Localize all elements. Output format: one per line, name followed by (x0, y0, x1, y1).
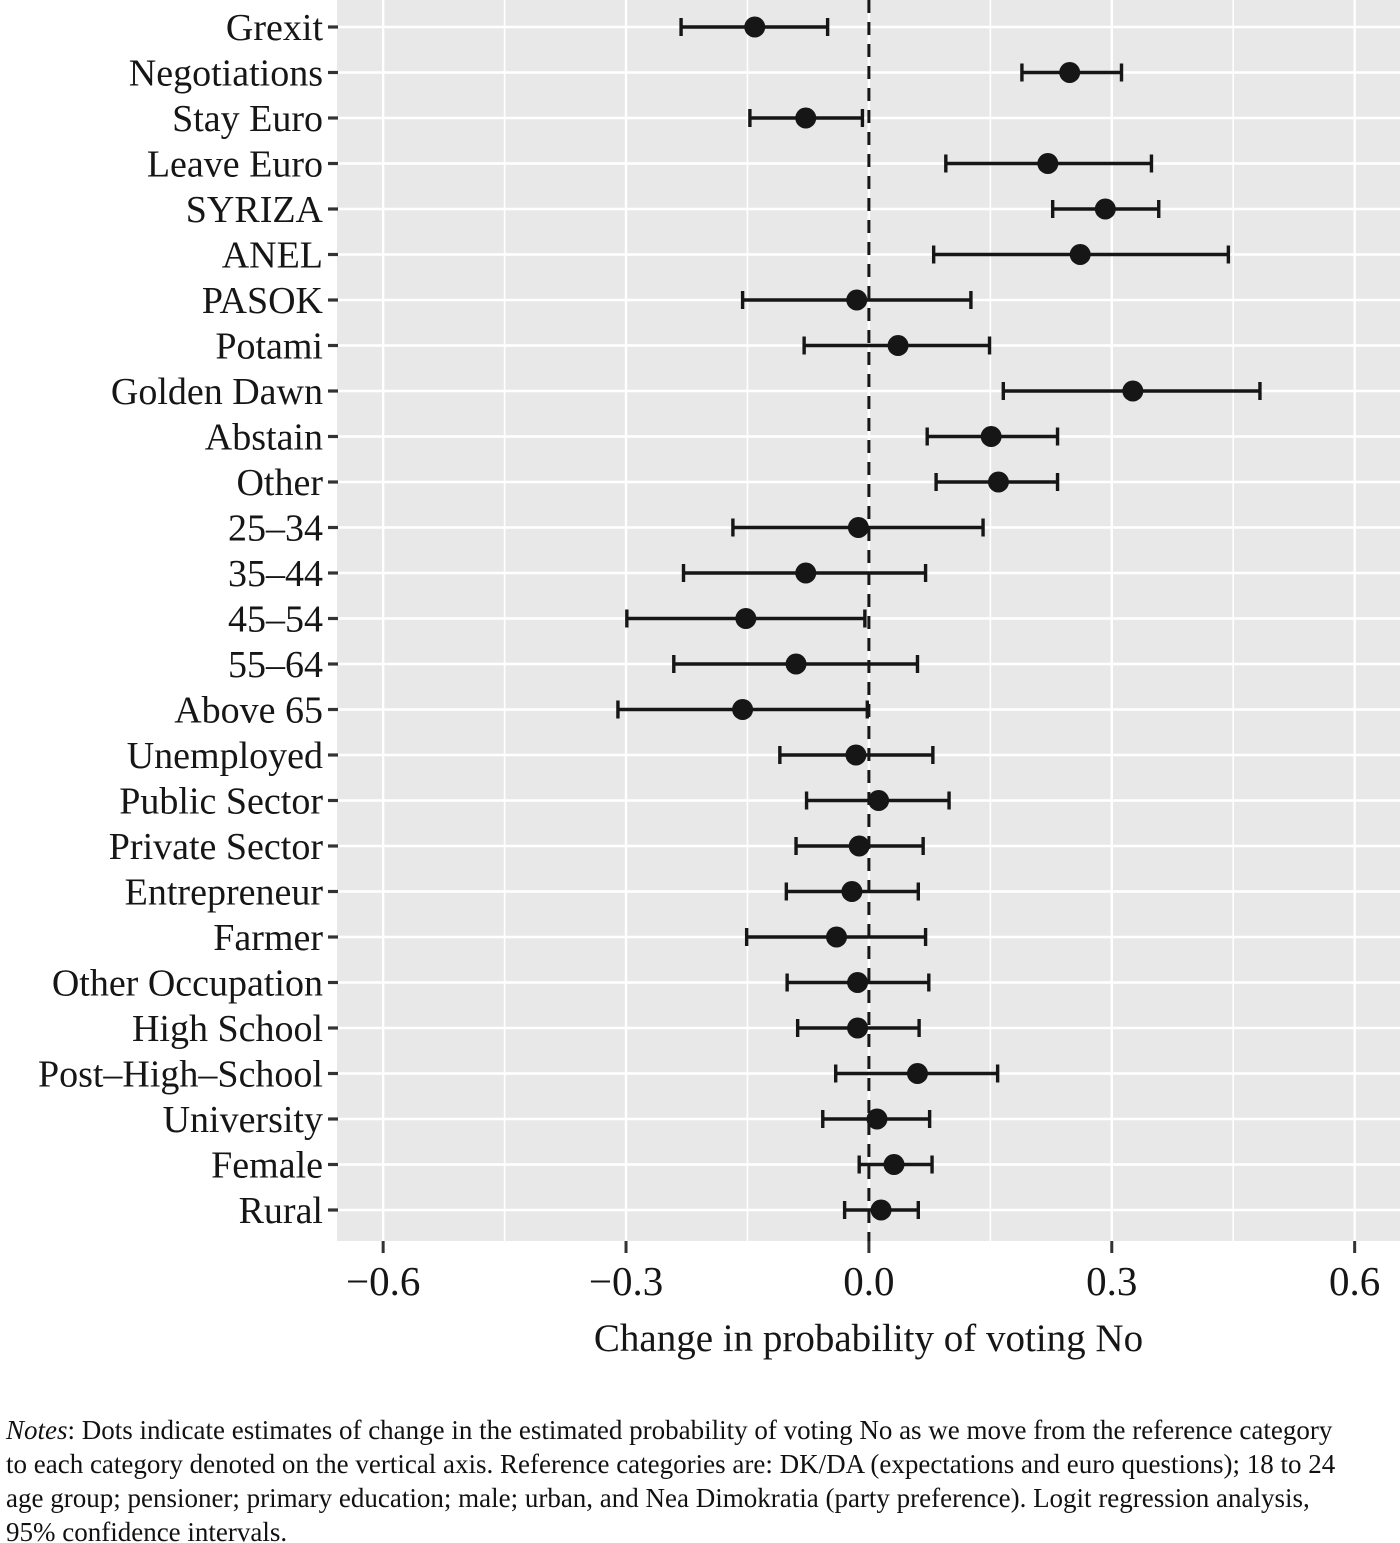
category-label: Abstain (205, 417, 323, 459)
estimate-dot (1069, 244, 1091, 265)
notes-label: Notes (6, 1415, 68, 1445)
category-label: University (163, 1099, 323, 1141)
estimate-dot (744, 16, 766, 38)
estimate-dot (785, 653, 807, 675)
x-axis-tick-label: 0.3 (1086, 1258, 1137, 1304)
estimate-dot (1059, 62, 1081, 83)
estimate-dot (795, 562, 817, 584)
category-label: Stay Euro (172, 98, 323, 140)
category-label: Other Occupation (52, 963, 323, 1005)
figure-notes: Notes: Dots indicate estimates of change… (6, 1413, 1358, 1543)
estimate-dot (1037, 153, 1059, 174)
estimate-dot (980, 426, 1002, 447)
estimate-dot (826, 926, 848, 948)
category-label: Golden Dawn (111, 371, 323, 413)
estimate-dot (1094, 198, 1116, 220)
coefficient-plot: −0.6 −0.3 0.0 0.3 0.6 GrexitNegotiationsStay … (38, 0, 1400, 1304)
estimate-dot (866, 1108, 888, 1130)
category-label: PASOK (202, 280, 324, 322)
category-label: 55–64 (228, 644, 323, 686)
estimate-dot (845, 744, 867, 766)
category-label: Entrepreneur (125, 872, 324, 914)
x-axis-tick-label: 0.6 (1329, 1258, 1380, 1304)
category-label: Above 65 (174, 690, 323, 732)
estimate-dot (847, 517, 869, 538)
category-label: 25–34 (228, 508, 323, 550)
category-label: Other (236, 462, 323, 504)
estimate-dot (870, 1199, 892, 1221)
x-axis-title: Change in probability of voting No (593, 1317, 1144, 1360)
estimate-dot (883, 1154, 905, 1175)
estimate-dot (887, 335, 909, 356)
category-label: Potami (215, 326, 323, 368)
category-label: Private Sector (109, 826, 324, 868)
category-label: Grexit (226, 7, 324, 49)
estimate-dot (732, 699, 754, 720)
estimate-dot (906, 1063, 928, 1084)
category-label: High School (132, 1008, 323, 1050)
x-axis-tick-label: −0.6 (346, 1258, 420, 1304)
estimate-dot (1122, 380, 1144, 402)
category-label: SYRIZA (186, 189, 324, 231)
category-label: Post–High–School (38, 1054, 323, 1096)
category-label: Leave Euro (147, 144, 323, 186)
notes-text: : Dots indicate estimates of change in t… (6, 1415, 1336, 1543)
category-label: 35–44 (228, 553, 323, 595)
category-label: Female (211, 1145, 323, 1187)
category-label: Negotiations (129, 53, 323, 95)
x-axis-tick-label: 0.0 (843, 1258, 894, 1304)
category-label: 45–54 (228, 599, 323, 641)
estimate-dot (847, 1017, 869, 1039)
estimate-dot (846, 289, 868, 311)
estimate-dot (795, 107, 817, 129)
category-label: Farmer (213, 917, 323, 959)
x-axis-tick-label: −0.3 (589, 1258, 663, 1304)
estimate-dot (847, 972, 869, 993)
estimate-dot (848, 835, 870, 857)
estimate-dot (868, 790, 890, 811)
category-label: ANEL (222, 235, 323, 277)
estimate-dot (987, 471, 1009, 493)
category-label: Unemployed (127, 735, 323, 777)
category-label: Rural (239, 1190, 323, 1232)
estimate-dot (841, 881, 863, 902)
estimate-dot (735, 608, 757, 629)
category-label: Public Sector (119, 781, 323, 823)
